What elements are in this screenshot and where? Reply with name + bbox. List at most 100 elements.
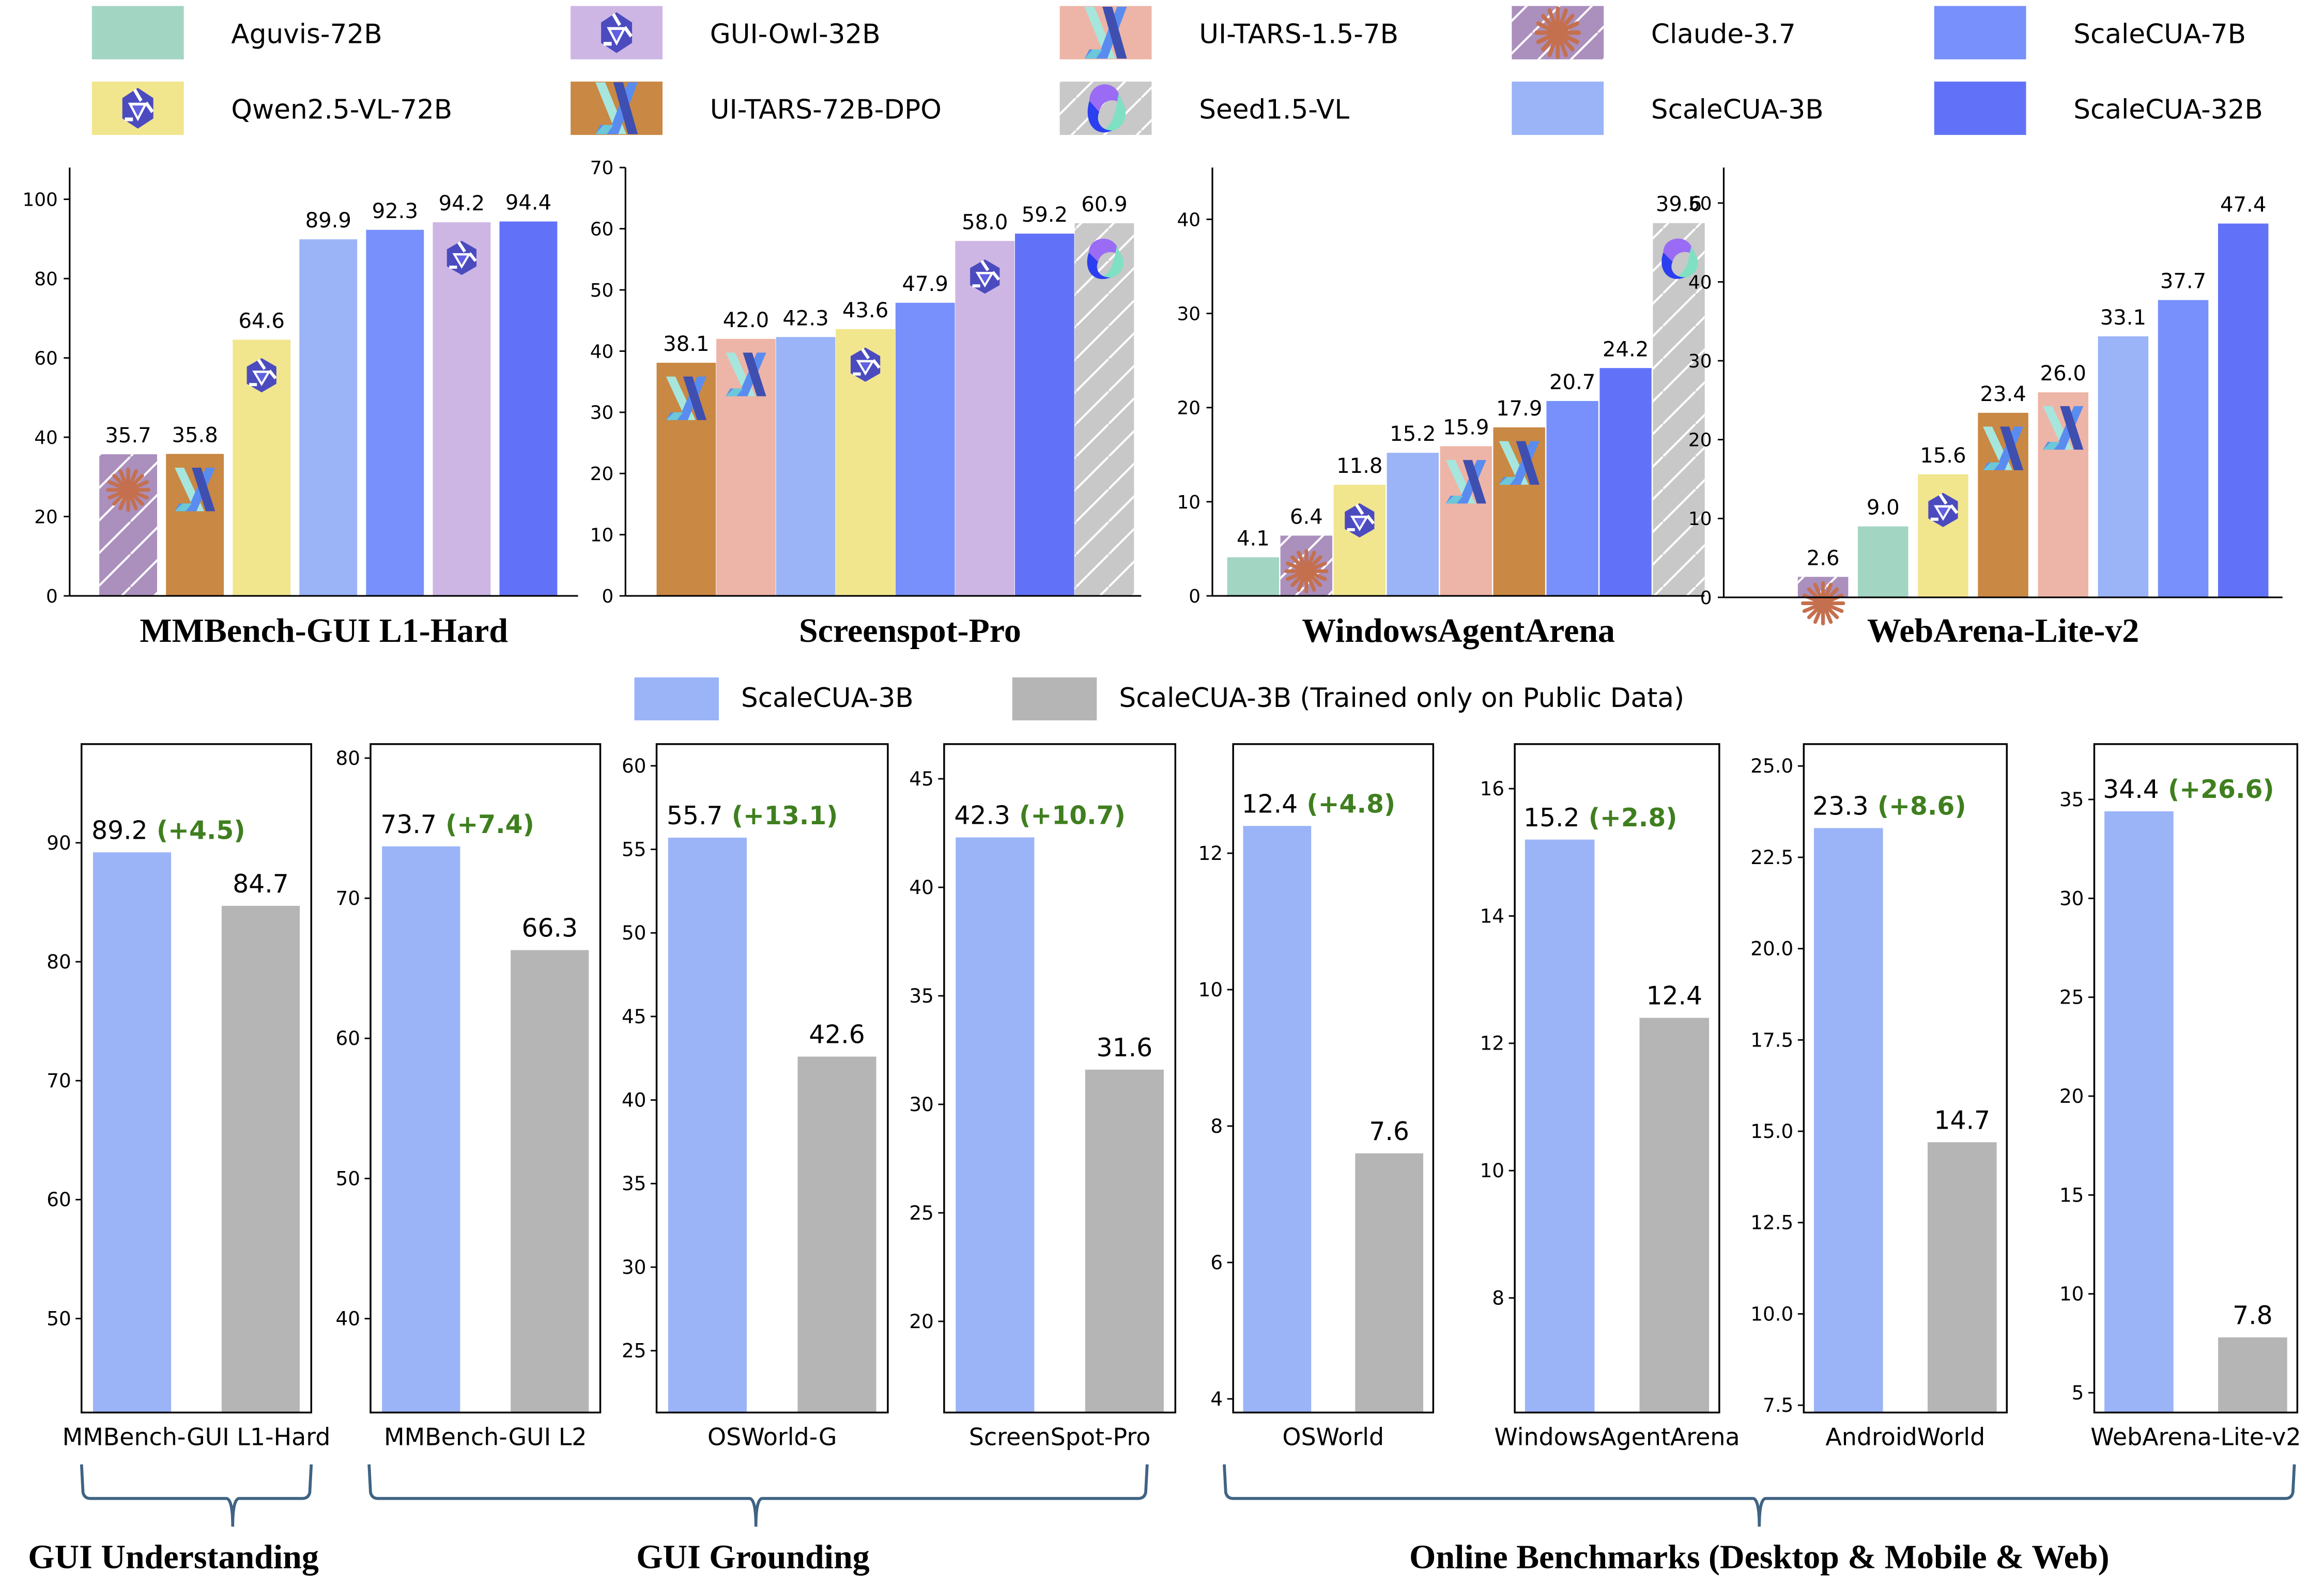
x-axis-label: WebArena-Lite-v2 [2090,1423,2301,1451]
y-tick-label: 70 [47,1069,71,1092]
delta-text: (+4.5) [157,816,245,845]
claude-icon [1286,551,1327,591]
bar [2218,223,2269,597]
legend-label: ScaleCUA-32B [2073,95,2263,126]
y-tick-label: 12 [1198,842,1223,865]
delta-text: (+10.7) [1019,802,1126,830]
y-tick-label: 20.0 [1750,937,1793,960]
legend-swatch [91,6,184,59]
chart-title: WindowsAgentArena [1302,612,1615,650]
bar [1085,1069,1164,1413]
legend-item: ScaleCUA-3B (Trained only on Public Data… [1012,677,1684,720]
delta-text: (+7.4) [445,810,534,839]
y-tick-label: 60 [590,219,614,240]
y-tick-label: 80 [47,950,71,973]
data-label: 94.4 [505,191,551,215]
x-axis-label: MMBench-GUI L2 [384,1423,587,1451]
bar [2104,811,2174,1413]
y-tick-label: 40 [1688,272,1712,293]
y-tick-label: 20 [2059,1085,2084,1107]
y-tick-label: 90 [47,832,71,854]
legend-item: Qwen2.5-VL-72B [91,81,452,135]
bottom-chart-8: 34.4 (+26.6) 7.8 5 10 15 20 25 30 35 WebArena-Lite… [2059,743,2301,1451]
y-tick-label: 40 [590,341,614,362]
bottom-chart-2: 73.7 (+7.4) 66.3 40 50 60 70 80 MMBench-GUI L2 [335,743,602,1451]
y-tick-label: 12 [1480,1032,1504,1055]
y-tick-label: 0 [1700,588,1712,609]
y-tick-label: 60 [335,1027,360,1050]
y-tick-label: 25.0 [1750,754,1793,777]
top-chart-2: 38.1 42.0 42.3 43.6 47.9 58.0 59.2 60.9 0 10 20 30 4… [590,158,1142,650]
value-text: 73.7 [380,810,437,839]
legend-label: Claude-3.7 [1651,19,1796,50]
bar [1493,427,1545,596]
y-tick-label: 5 [2072,1381,2084,1404]
y-tick-label: 20 [909,1310,933,1333]
y-tick-label: 35 [622,1172,646,1195]
x-axis-label: ScreenSpot-Pro [969,1423,1150,1451]
y-tick-label: 25 [2059,986,2084,1009]
legend-label: Aguvis-72B [231,19,382,50]
bracket-2: GUI Grounding [367,1464,1149,1576]
data-label: 7.8 [2233,1301,2273,1330]
group-label: Online Benchmarks (Desktop & Mobile & We… [1409,1538,2110,1576]
y-tick-label: 45 [909,767,933,790]
legend-label: ScaleCUA-3B [741,683,914,714]
y-tick-label: 10.0 [1750,1302,1793,1325]
y-tick-label: 80 [335,747,360,769]
data-label: 15.2 (+2.8) [1523,804,1677,833]
data-label: 14.7 [1934,1106,1991,1135]
y-tick-label: 30 [909,1093,933,1116]
data-label: 17.9 [1496,397,1542,421]
legend-label: ScaleCUA-3B [1651,95,1824,126]
y-tick-label: 100 [22,190,57,211]
data-label: 12.4 (+4.8) [1242,790,1396,819]
data-label: 64.6 [239,309,285,333]
value-text: 89.2 [91,816,148,845]
data-label: 2.6 [1807,546,1840,570]
data-label: 89.2 (+4.5) [91,816,245,845]
group-label: GUI Grounding [636,1538,869,1576]
y-tick-label: 40 [34,427,58,449]
chart-title: MMBench-GUI L1-Hard [140,612,508,650]
data-label: 42.3 [782,306,828,330]
value-text: 55.7 [667,802,723,830]
legend-label: Seed1.5-VL [1199,95,1349,126]
legend-swatch [1934,81,2026,135]
bar [2038,392,2088,597]
bracket-3: Online Benchmarks (Desktop & Mobile & We… [1223,1464,2296,1576]
legend-label: UI-TARS-72B-DPO [710,95,942,126]
bottom-chart-6: 15.2 (+2.8) 12.4 8 10 12 14 16 WindowsAgentArena [1480,743,1740,1451]
y-tick-label: 20 [1688,430,1712,451]
y-tick-label: 45 [622,1005,646,1028]
legend-item: GUI-Owl-32B [571,6,881,59]
y-tick-label: 30 [590,403,614,424]
y-tick-label: 70 [590,158,614,179]
y-tick-label: 25 [909,1202,933,1224]
bar [1813,828,1883,1413]
bar [1355,1153,1423,1413]
x-axis-label: OSWorld [1282,1423,1384,1451]
y-tick-label: 35 [2059,788,2084,811]
panel-frame [1232,743,1435,1414]
y-tick-label: 50 [47,1307,71,1330]
bar [1525,839,1595,1413]
bar [1243,826,1312,1413]
data-label: 35.8 [172,423,218,447]
delta-text: (+26.6) [2168,775,2274,804]
bar [956,837,1035,1413]
delta-text: (+8.6) [1877,792,1966,821]
data-label: 24.2 [1603,337,1649,361]
legend-item: ScaleCUA-3B [634,677,914,720]
data-label: 4.1 [1237,527,1270,550]
legend-label: GUI-Owl-32B [710,19,881,50]
legend-item: Claude-3.7 [1512,6,1796,59]
bottom-chart-3: 55.7 (+13.1) 42.6 25 30 35 40 45 50 55 60 OSWorld-G [622,743,889,1451]
bar [955,241,1015,596]
y-tick-label: 10 [1480,1159,1504,1182]
legend-label: UI-TARS-1.5-7B [1199,19,1398,50]
data-label: 89.9 [305,209,351,233]
data-label: 38.1 [663,332,709,356]
panel-frame [1514,743,1720,1414]
legend-label: ScaleCUA-7B [2073,19,2246,50]
